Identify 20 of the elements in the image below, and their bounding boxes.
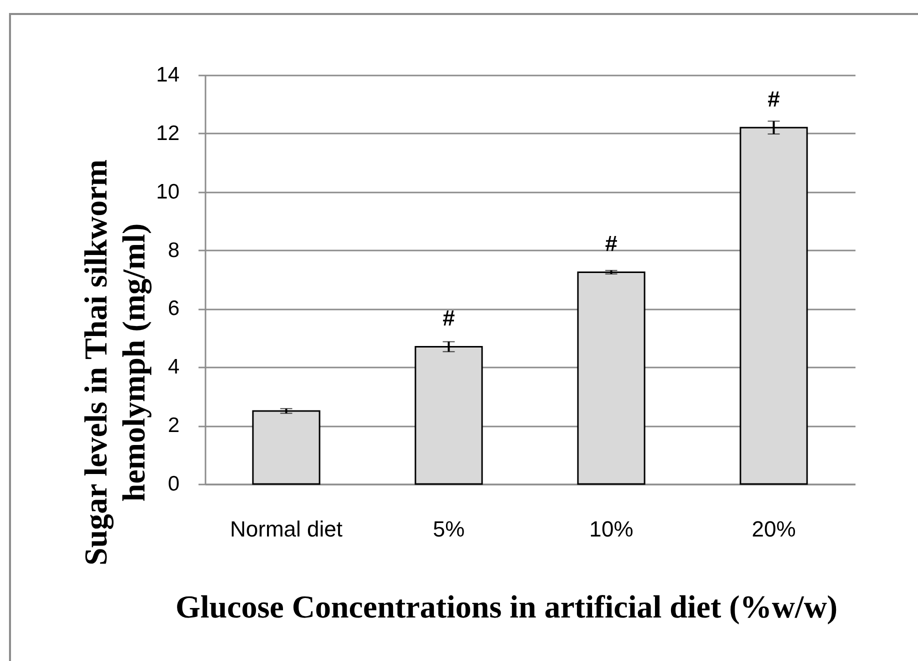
x-tick-label: 10% bbox=[589, 516, 634, 542]
x-axis-title: Glucose Concentrations in artificial diet (%w/w) bbox=[175, 588, 838, 624]
annotation: # bbox=[768, 86, 780, 112]
y-tick-label: 8 bbox=[168, 238, 180, 262]
x-tick-label: 20% bbox=[752, 516, 796, 542]
bar bbox=[577, 271, 646, 485]
y-tick-label: 4 bbox=[168, 356, 180, 379]
x-tick-label: Normal diet bbox=[230, 516, 342, 542]
y-tick-label: 10 bbox=[156, 180, 180, 204]
y-tick-label: 12 bbox=[156, 122, 180, 145]
y-tick-label: 6 bbox=[168, 297, 180, 320]
bar bbox=[252, 410, 320, 485]
x-tick-label: 5% bbox=[432, 516, 465, 542]
y-tick-label: 0 bbox=[168, 472, 180, 496]
annotation: # bbox=[442, 306, 455, 331]
y-tick-label: 2 bbox=[168, 414, 180, 438]
y-tick-label: 14 bbox=[156, 64, 180, 86]
bar bbox=[414, 346, 483, 485]
y-axis-title: Sugar levels in Thai silkworm hemolymph (mg/ml) bbox=[78, 159, 152, 566]
annotation: # bbox=[605, 231, 618, 256]
